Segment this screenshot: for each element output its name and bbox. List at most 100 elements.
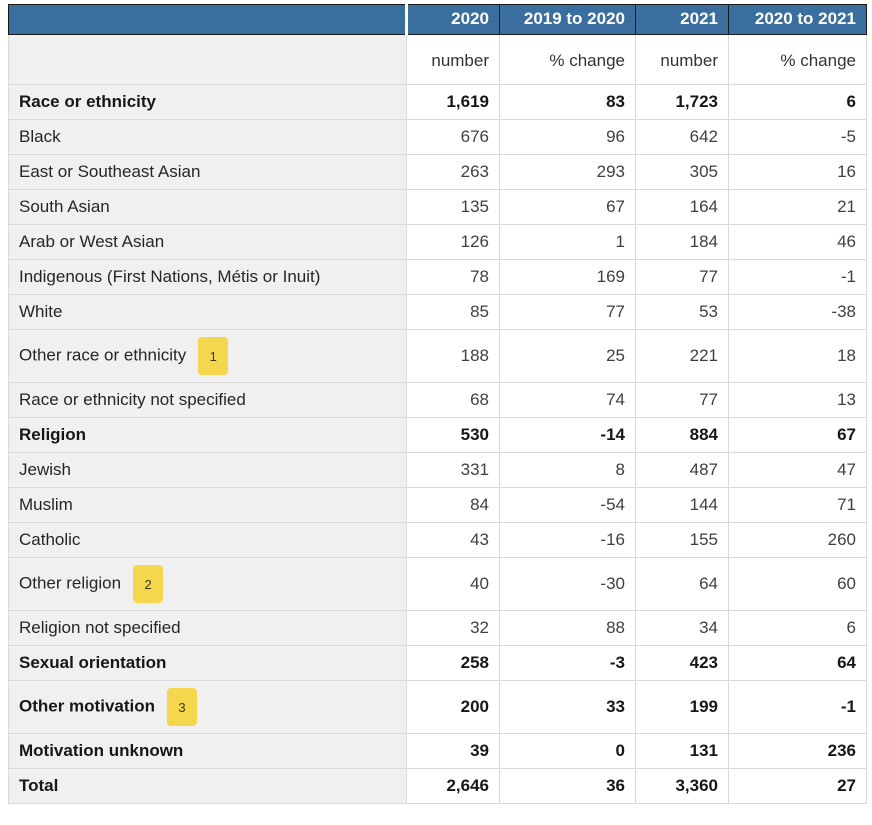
value-cell: 27 <box>728 768 867 804</box>
value-cell: 25 <box>499 329 636 383</box>
table-row: Motivation unknown 39 0 131 236 <box>8 733 867 769</box>
value-cell: 68 <box>406 382 500 418</box>
value-cell: 236 <box>728 733 867 769</box>
value-cell: 3,360 <box>635 768 729 804</box>
value-cell: 642 <box>635 119 729 155</box>
row-label: Total <box>19 776 59 795</box>
value-cell: 530 <box>406 417 500 453</box>
row-label: Jewish <box>19 460 71 479</box>
value-cell: -54 <box>499 487 636 523</box>
row-label-cell: South Asian <box>8 189 407 225</box>
row-label: Indigenous (First Nations, Métis or Inui… <box>19 267 321 286</box>
column-header-2020-to-2021: 2020 to 2021 <box>728 4 867 35</box>
row-label-cell: Other race or ethnicity 1 <box>8 329 407 383</box>
table-row: South Asian 135 67 164 21 <box>8 189 867 225</box>
value-cell: 83 <box>499 84 636 120</box>
row-label: Race or ethnicity not specified <box>19 390 246 409</box>
value-cell: 184 <box>635 224 729 260</box>
value-cell: 13 <box>728 382 867 418</box>
value-cell: 260 <box>728 522 867 558</box>
value-cell: -38 <box>728 294 867 330</box>
value-cell: 8 <box>499 452 636 488</box>
row-label: Black <box>19 127 61 146</box>
value-cell: 331 <box>406 452 500 488</box>
row-label: Motivation unknown <box>19 741 184 760</box>
value-cell: -1 <box>728 680 867 734</box>
value-cell: 78 <box>406 259 500 295</box>
row-label-cell: Catholic <box>8 522 407 558</box>
value-cell: 1 <box>499 224 636 260</box>
row-label-cell: Religion <box>8 417 407 453</box>
row-label-cell: East or Southeast Asian <box>8 154 407 190</box>
row-label: Other religion <box>19 573 122 593</box>
value-cell: 64 <box>728 645 867 681</box>
row-label: Religion <box>19 425 87 444</box>
value-cell: 293 <box>499 154 636 190</box>
row-label-cell: Other motivation 3 <box>8 680 407 734</box>
unit-pct-change-2: % change <box>728 34 867 85</box>
footnote-badge[interactable]: 3 <box>167 688 198 726</box>
value-cell: -14 <box>499 417 636 453</box>
statistics-table: 2020 2019 to 2020 2021 2020 to 2021 numb… <box>8 4 867 804</box>
value-cell: 305 <box>635 154 729 190</box>
table-row: Other motivation 3 200 33 199 -1 <box>8 680 867 734</box>
value-cell: -3 <box>499 645 636 681</box>
footnote-badge[interactable]: 1 <box>198 337 229 375</box>
value-cell: 36 <box>499 768 636 804</box>
row-label-cell: Indigenous (First Nations, Métis or Inui… <box>8 259 407 295</box>
year-header-row: 2020 2019 to 2020 2021 2020 to 2021 <box>8 4 867 35</box>
table-row: White 85 77 53 -38 <box>8 294 867 330</box>
value-cell: -16 <box>499 522 636 558</box>
value-cell: 53 <box>635 294 729 330</box>
unit-header-row: number % change number % change <box>8 34 867 85</box>
value-cell: 423 <box>635 645 729 681</box>
value-cell: 2,646 <box>406 768 500 804</box>
row-label: Sexual orientation <box>19 653 167 672</box>
column-header-2021: 2021 <box>635 4 729 35</box>
table-row: Race or ethnicity 1,619 83 1,723 6 <box>8 84 867 120</box>
value-cell: 131 <box>635 733 729 769</box>
value-cell: 155 <box>635 522 729 558</box>
value-cell: 263 <box>406 154 500 190</box>
value-cell: 164 <box>635 189 729 225</box>
value-cell: 33 <box>499 680 636 734</box>
value-cell: 67 <box>728 417 867 453</box>
row-label: East or Southeast Asian <box>19 162 201 181</box>
table-row: Religion not specified 32 88 34 6 <box>8 610 867 646</box>
value-cell: 169 <box>499 259 636 295</box>
row-label-cell: Motivation unknown <box>8 733 407 769</box>
value-cell: 21 <box>728 189 867 225</box>
value-cell: 77 <box>635 382 729 418</box>
value-cell: -1 <box>728 259 867 295</box>
value-cell: 71 <box>728 487 867 523</box>
value-cell: 46 <box>728 224 867 260</box>
value-cell: 6 <box>728 84 867 120</box>
value-cell: 135 <box>406 189 500 225</box>
table-row: Black 676 96 642 -5 <box>8 119 867 155</box>
value-cell: 47 <box>728 452 867 488</box>
value-cell: 67 <box>499 189 636 225</box>
value-cell: 1,723 <box>635 84 729 120</box>
row-label: Religion not specified <box>19 618 181 637</box>
value-cell: 39 <box>406 733 500 769</box>
row-label: Other race or ethnicity <box>19 345 187 365</box>
table-row: Other religion 2 40 -30 64 60 <box>8 557 867 611</box>
value-cell: 0 <box>499 733 636 769</box>
footnote-badge[interactable]: 2 <box>133 565 164 603</box>
value-cell: 6 <box>728 610 867 646</box>
corner-cell <box>8 4 408 35</box>
table-row: Muslim 84 -54 144 71 <box>8 487 867 523</box>
value-cell: 43 <box>406 522 500 558</box>
unit-pct-change-1: % change <box>499 34 636 85</box>
table-row: Total 2,646 36 3,360 27 <box>8 768 867 804</box>
unit-corner-cell <box>8 34 407 85</box>
row-label: Arab or West Asian <box>19 232 165 251</box>
value-cell: 77 <box>635 259 729 295</box>
row-label-cell: Black <box>8 119 407 155</box>
value-cell: 144 <box>635 487 729 523</box>
row-label-cell: Total <box>8 768 407 804</box>
value-cell: 221 <box>635 329 729 383</box>
value-cell: 487 <box>635 452 729 488</box>
value-cell: 32 <box>406 610 500 646</box>
value-cell: 200 <box>406 680 500 734</box>
